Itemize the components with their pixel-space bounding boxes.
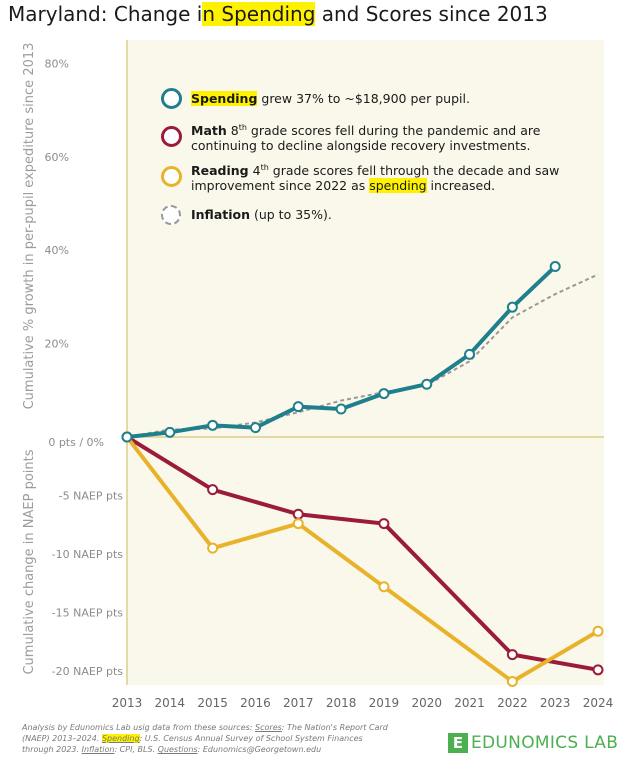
legend-math-line1: grade scores fell during the pandemic an… <box>246 123 541 139</box>
footer-inflation-text: : CPI, BLS. <box>114 745 158 754</box>
series-math-point <box>592 664 604 676</box>
series-math-point <box>207 484 219 496</box>
legend-math-grade: 8 <box>226 123 239 139</box>
legend-spending-marker <box>161 88 182 109</box>
y-axis-ticks: 80% 60% 40% 20% 0 pts / 0% -5 NAEP pts -10 NAE… <box>45 57 124 678</box>
y-tick-label: 40% <box>45 244 69 257</box>
x-tick-label: 2016 <box>240 696 271 710</box>
x-tick-label: 2020 <box>411 696 442 710</box>
series-spending-point <box>207 419 219 431</box>
edunomics-logo: E EDUNOMICS LAB <box>448 732 618 754</box>
legend-spending-text: grew 37% to ~$18,900 per pupil. <box>257 91 470 106</box>
x-tick-label: 2022 <box>497 696 528 710</box>
series-math-point <box>292 508 304 520</box>
series-spending-point <box>335 403 347 415</box>
series-reading-point <box>506 676 518 688</box>
x-tick-label: 2019 <box>369 696 400 710</box>
y-tick-label: -15 NAEP pts <box>52 607 124 620</box>
footer-spending-text: : U.S. Census Annual Survey of School Sy… <box>22 734 363 754</box>
legend-reading-sup: th <box>260 163 269 172</box>
legend-spending-bold: Spending <box>191 91 258 106</box>
footer-line1: Analysis by Edunomics Lab usig data from… <box>22 723 256 732</box>
legend-reading-bold: Reading <box>191 163 249 179</box>
series-spending-point <box>121 431 133 443</box>
x-tick-label: 2014 <box>155 696 186 710</box>
footer-scores-label: Scores <box>255 723 282 732</box>
series-math-point <box>506 649 518 661</box>
plot-background <box>127 40 604 685</box>
y-axis-title-top: Cumulative % growth in per-pupil expedit… <box>22 43 37 410</box>
x-tick-label: 2021 <box>454 696 485 710</box>
legend-math-sup: th <box>238 123 247 132</box>
series-reading-point <box>292 518 304 530</box>
chart-title: Maryland: Change in Spending and Scores … <box>8 2 548 26</box>
legend-reading-line1: grade scores fell through the decade and… <box>268 163 560 179</box>
y-tick-label: -20 NAEP pts <box>52 665 124 678</box>
title-highlight: Spending <box>221 2 316 26</box>
legend-reading-line2a: improvement since 2022 as <box>191 178 370 194</box>
x-tick-label: 2015 <box>197 696 228 710</box>
logo-mark: E <box>448 733 468 753</box>
x-tick-label: 2017 <box>283 696 314 710</box>
series-spending-point <box>164 426 176 438</box>
series-spending-point <box>464 348 476 360</box>
footer-scores-text: : The Nation's Report Card (NAEP) 2013–2… <box>22 723 388 743</box>
series-math-line <box>125 435 600 672</box>
x-tick-label: 2013 <box>112 696 143 710</box>
legend-math-line2: continuing to decline alongside recovery… <box>191 138 531 154</box>
series-math-point <box>378 518 390 530</box>
series-spending-point <box>506 301 518 313</box>
y-tick-label: 60% <box>45 151 69 164</box>
series-spending-point <box>421 378 433 390</box>
legend-reading: Reading 4th grade scores fell through th… <box>191 160 611 194</box>
legend-reading-marker <box>161 166 182 187</box>
x-tick-label: 2024 <box>583 696 614 710</box>
series-spending-point <box>292 401 304 413</box>
title-suffix: and Scores since 2013 <box>315 2 548 26</box>
legend-inflation-marker <box>161 205 181 225</box>
x-tick-label: 2018 <box>326 696 357 710</box>
y-tick-label: 80% <box>45 57 69 70</box>
footer-questions-text: : Edunomics@Georgetown.edu <box>197 745 322 754</box>
legend-math-bold: Math <box>191 123 227 139</box>
footer-questions-label: Questions <box>157 745 198 754</box>
series-spending-point <box>549 261 561 273</box>
series-spending-point <box>249 422 261 434</box>
series-reading-point <box>592 625 604 637</box>
legend-inflation: Inflation (up to 35%). <box>191 207 611 222</box>
legend-math-marker <box>161 126 182 147</box>
title-highlight-wrap: n Spending <box>202 2 316 26</box>
series-reading-point <box>378 581 390 593</box>
y-tick-label: -5 NAEP pts <box>59 490 124 503</box>
y-tick-label: 20% <box>45 338 69 351</box>
logo-text: EDUNOMICS LAB <box>471 733 619 753</box>
legend-math: Math 8th grade scores fell during the pa… <box>191 120 611 153</box>
legend-reading-grade: 4 <box>248 163 261 179</box>
y-axis-title-bottom: Cumulative change in NAEP points <box>22 449 37 674</box>
legend-inflation-bold: Inflation <box>191 207 250 222</box>
legend-reading-line2b: increased. <box>426 178 496 194</box>
title-prefix: Maryland: Change i <box>8 2 203 26</box>
series-spending-point <box>378 388 390 400</box>
legend-reading-line2-highlight: spending <box>369 178 427 194</box>
series-reading-point <box>207 542 219 554</box>
footer-spending-label: Spending <box>101 734 140 743</box>
x-tick-label: 2023 <box>540 696 571 710</box>
y-tick-zero-label: 0 pts / 0% <box>48 436 104 449</box>
x-axis-ticks: 2013 2014 2015 2016 2017 2018 2019 2020 2021 2022… <box>112 696 614 710</box>
series-reading-line <box>125 435 600 684</box>
y-tick-label: -10 NAEP pts <box>52 548 124 561</box>
legend-spending: Spending grew 37% to ~$18,900 per pupil. <box>191 91 611 106</box>
series-layer <box>121 261 604 688</box>
legend-inflation-text: (up to 35%). <box>250 207 332 222</box>
series-inflation-line <box>126 273 599 438</box>
title-mid: n <box>202 2 222 26</box>
footer-sources: Analysis by Edunomics Lab usig data from… <box>22 722 392 755</box>
footer-inflation-label: Inflation <box>81 745 115 754</box>
